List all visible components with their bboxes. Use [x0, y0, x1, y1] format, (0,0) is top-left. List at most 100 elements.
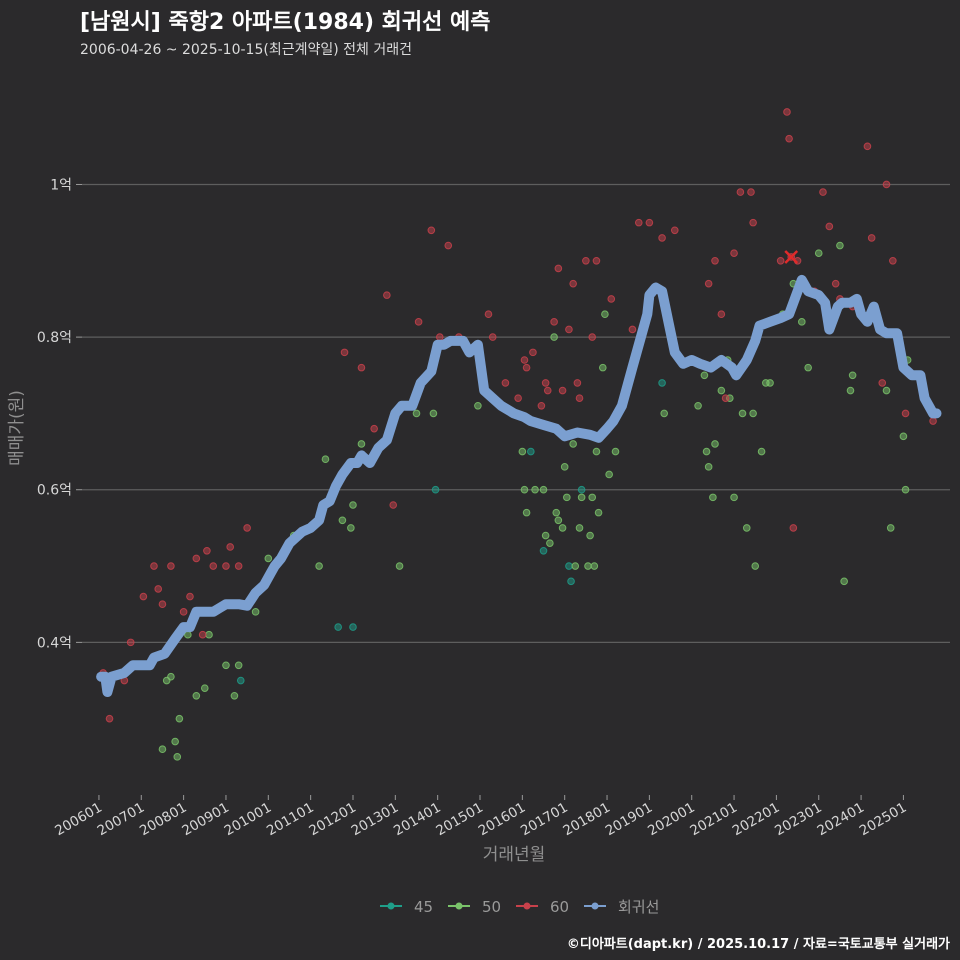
point-50 [560, 463, 569, 471]
legend-swatch-dot [387, 902, 395, 910]
point-50 [539, 485, 548, 494]
point-60 [414, 318, 423, 326]
point-60 [776, 256, 785, 265]
legend: 45 50 60 회귀선 [380, 898, 659, 916]
legend-swatch-dot [455, 902, 463, 910]
point-60 [427, 226, 436, 235]
point-50 [694, 401, 702, 410]
x-tick-label: 201901 [603, 800, 656, 840]
x-tick-label: 200701 [95, 800, 148, 840]
point-50 [840, 577, 848, 586]
point-60 [226, 543, 234, 551]
point-50 [590, 562, 599, 570]
point-60 [150, 562, 158, 570]
point-60 [357, 363, 366, 372]
point-50 [599, 363, 607, 372]
point-60 [565, 325, 573, 334]
point-50 [611, 447, 620, 456]
point-50 [531, 485, 539, 494]
point-50 [601, 310, 609, 319]
x-tick-label: 202501 [857, 800, 910, 840]
x-axis-tick-labels: 2006012007012008012009012010012011012012… [52, 800, 909, 840]
point-50 [520, 485, 529, 494]
x-tick-label: 202001 [645, 800, 698, 840]
point-50 [749, 409, 757, 418]
x-tick-label: 202301 [772, 800, 825, 840]
point-60 [730, 249, 738, 257]
point-50 [700, 371, 709, 380]
point-50 [171, 737, 179, 746]
chart-title: [남원시] 죽항2 아파트(1984) 회귀선 예측 [80, 10, 491, 35]
point-60 [222, 562, 230, 570]
point-60 [736, 188, 745, 196]
point-60 [158, 600, 167, 609]
x-tick-label: 200801 [137, 800, 190, 840]
regression-line [96, 274, 942, 697]
point-45 [334, 623, 342, 631]
point-60 [192, 554, 201, 563]
y-tick-label: 0.6억 [37, 483, 72, 499]
point-50 [577, 493, 586, 502]
point-50 [264, 554, 273, 563]
point-45 [527, 447, 535, 456]
point-60 [717, 310, 726, 319]
point-60 [658, 234, 666, 242]
point-50 [846, 386, 855, 395]
x-marker-stroke [784, 250, 799, 264]
point-50 [321, 455, 330, 464]
point-50 [757, 447, 766, 456]
point-60 [105, 714, 114, 723]
x-tick-label: 202201 [730, 800, 783, 840]
point-60 [154, 585, 163, 593]
point-60 [819, 188, 827, 196]
point-60 [704, 279, 713, 288]
point-50 [592, 447, 601, 456]
point-60 [582, 256, 590, 265]
point-50 [192, 691, 201, 700]
point-60 [444, 241, 453, 250]
point-60 [711, 256, 719, 265]
point-60 [575, 394, 584, 402]
point-50 [550, 333, 558, 341]
point-60 [901, 409, 910, 418]
legend-item-50: 50 [448, 898, 501, 916]
point-45 [349, 623, 357, 631]
x-tick-label: 202101 [687, 800, 740, 840]
y-tick-label: 0.8억 [37, 330, 72, 346]
point-50 [173, 753, 182, 761]
point-50 [315, 562, 323, 570]
point-60 [863, 142, 872, 151]
x-tick-label: 201501 [433, 800, 486, 840]
point-50 [886, 524, 895, 532]
point-45 [567, 577, 575, 586]
point-50 [605, 470, 613, 479]
point-60 [558, 386, 567, 395]
point-50 [569, 440, 577, 448]
point-60 [573, 379, 582, 387]
annotations [784, 250, 799, 264]
point-60 [825, 222, 834, 231]
point-60 [234, 562, 243, 570]
point-50 [412, 409, 421, 418]
point-60 [634, 218, 643, 227]
point-60 [529, 348, 537, 357]
point-60 [749, 218, 757, 227]
point-50 [395, 562, 404, 570]
point-60 [831, 279, 840, 288]
point-50 [518, 447, 527, 456]
point-50 [814, 249, 823, 257]
x-tick-label: 201701 [518, 800, 571, 840]
point-60 [747, 188, 755, 196]
point-50 [588, 493, 597, 502]
point-60 [383, 291, 391, 299]
x-tick-label: 201101 [264, 800, 317, 840]
point-50 [711, 440, 719, 448]
point-60 [126, 638, 135, 647]
point-50 [766, 379, 774, 387]
chart-subtitle: 2006-04-26 ~ 2025-10-15(최근계약일) 전체 거래건 [80, 42, 412, 58]
point-50 [586, 531, 594, 540]
point-60 [198, 630, 207, 639]
point-50 [848, 371, 857, 380]
point-60 [867, 234, 876, 242]
y-axis-tick-labels: 0.4억 0.6억 0.8억 1억 [37, 177, 72, 651]
